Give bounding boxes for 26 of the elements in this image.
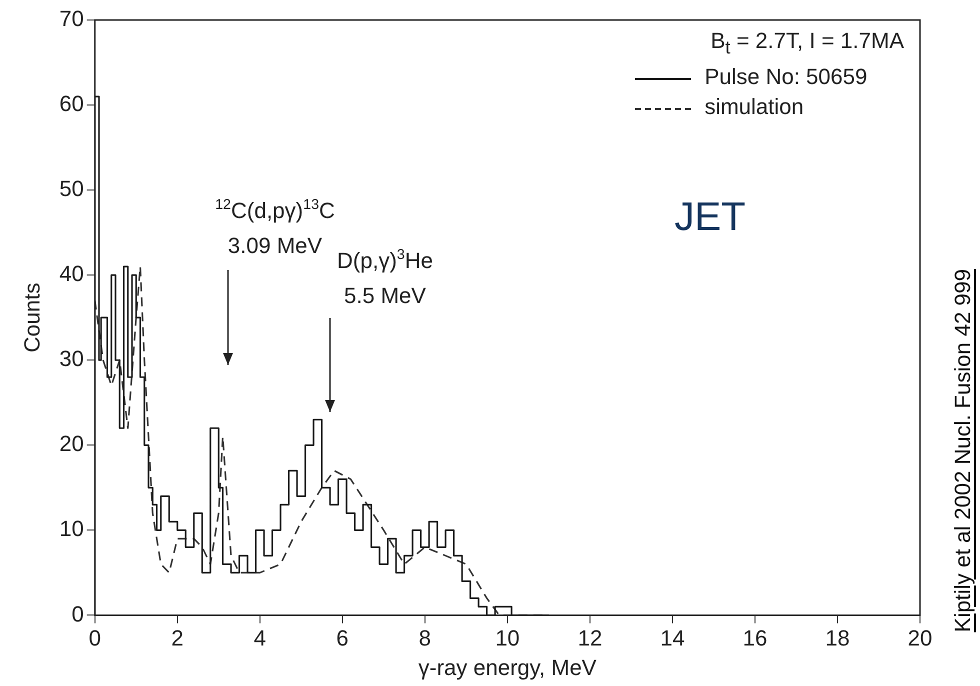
x-tick-label: 16: [742, 625, 768, 650]
x-tick-label: 0: [88, 625, 101, 650]
y-tick-label: 70: [59, 6, 84, 32]
x-tick-label: 6: [336, 625, 349, 650]
text: Kiptily et al 2002 Nucl. Fusion 42 999: [950, 268, 976, 632]
x-tick-label: 14: [660, 625, 685, 650]
x-tick-label: 20: [908, 625, 932, 650]
x-tick-label: 18: [825, 625, 850, 650]
x-tick-label: 4: [254, 625, 266, 650]
legend-label: Pulse No: 50659: [704, 64, 868, 90]
x-tick-label: 12: [578, 625, 602, 650]
legend-title: B$_{t}$ = 2.7T, I = 1.7MA: [710, 27, 904, 60]
x-axis-title: γ-ray energy, MeV: [418, 654, 597, 680]
y-tick-label: 30: [59, 346, 84, 372]
x-tick-label: 8: [418, 625, 432, 650]
legend-label: simulation: [704, 94, 804, 120]
y-tick-label: 10: [59, 516, 84, 542]
y-tick-label: 40: [59, 261, 84, 286]
y-tick-label: 20: [59, 431, 84, 456]
annotation: JET: [674, 195, 746, 239]
y-tick-label: 60: [59, 91, 84, 116]
x-tick-label: 2: [171, 625, 184, 650]
x-tick-label: 10: [495, 625, 520, 650]
y-tick-label: 50: [59, 176, 84, 202]
y-tick-label: 0: [72, 601, 84, 626]
y-axis-title: Counts: [19, 282, 44, 352]
